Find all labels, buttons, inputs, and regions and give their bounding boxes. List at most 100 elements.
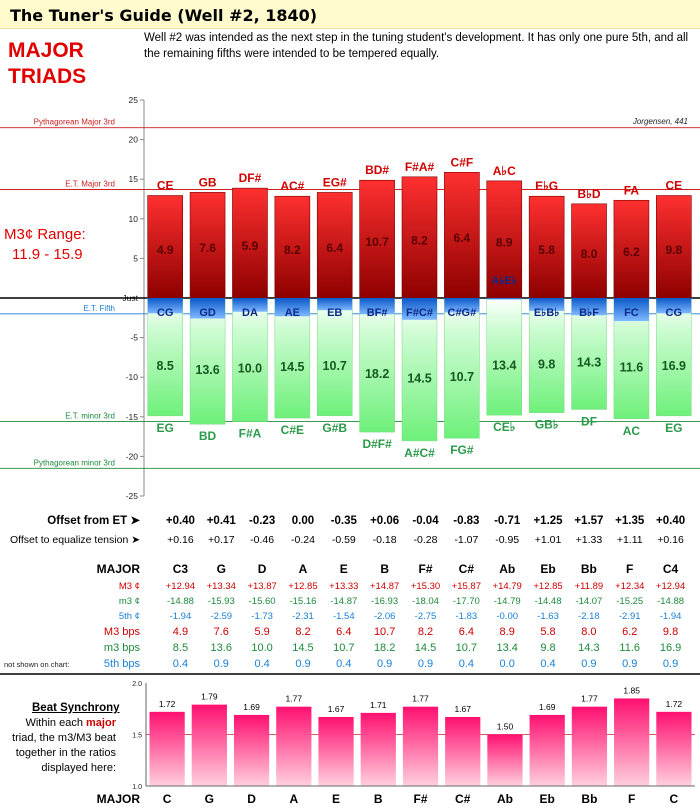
minor-bar [486, 297, 523, 416]
y-tick-label: 20 [129, 135, 139, 145]
major-bps-label: 6.4 [454, 231, 471, 245]
minor-triad-label: AC [623, 424, 641, 438]
minor-bps-label: 16.9 [662, 359, 686, 373]
table-cell: +12.94 [656, 581, 685, 592]
table-cell: +15.30 [411, 581, 440, 592]
table-cell: -15.93 [208, 596, 235, 607]
sync-category-label: C [163, 792, 172, 806]
sync-bar-value: 1.77 [581, 694, 598, 704]
fifth-bar [444, 298, 480, 313]
table-cell: Ab [499, 562, 515, 576]
table-cell: 5.8 [540, 626, 555, 638]
y-tick-label: -5 [130, 333, 138, 343]
sync-category-label: Eb [540, 792, 555, 806]
sync-bar-value: 1.67 [454, 704, 471, 714]
minor-bps-label: 9.8 [538, 357, 555, 371]
y-tick-label: 15 [129, 174, 139, 184]
minor-triad-label: EG [665, 421, 682, 435]
table-cell: E [340, 562, 348, 576]
table-cell: +12.34 [615, 581, 644, 592]
table-cell: 0.9 [663, 658, 678, 670]
table-cell: -2.31 [292, 611, 314, 622]
fifth-label: A♭E♭ [491, 275, 517, 287]
table-cell: 8.2 [418, 626, 433, 638]
table-cell: +1.57 [574, 515, 603, 527]
table-cell: -0.00 [496, 611, 518, 622]
major-bar [613, 199, 650, 299]
sync-bar [233, 714, 270, 786]
table-cell: 0.4 [173, 658, 188, 670]
table-cell: 8.5 [173, 642, 188, 654]
table-cell: 0.0 [500, 658, 515, 670]
sync-bar-value: 1.77 [286, 694, 303, 704]
table-cell: 14.5 [415, 642, 436, 654]
sync-y-tick-label: 1.0 [132, 784, 142, 791]
minor-bar [189, 297, 226, 425]
table-cell: 4.9 [173, 626, 188, 638]
intro-text: Well #2 was intended as the next step in… [144, 32, 689, 60]
not-shown-note: not shown on chart: [4, 660, 69, 669]
table-cell: +13.34 [207, 581, 236, 592]
table-cell: Bb [581, 562, 597, 576]
table-cell: 8.9 [500, 626, 515, 638]
minor-bar [401, 297, 438, 442]
table-cell: -0.95 [495, 534, 519, 546]
reference-label: E.T. Major 3rd [65, 179, 115, 188]
fifth-label: EB [327, 307, 342, 319]
minor-triad-label: CE♭ [493, 420, 515, 434]
table-cell: -18.04 [412, 596, 439, 607]
sync-bar-value: 1.85 [623, 685, 640, 695]
table-cell: -0.59 [332, 534, 356, 546]
table-cell: 9.8 [540, 642, 555, 654]
sync-category-label: B [374, 792, 383, 806]
table-cell: 0.9 [418, 658, 433, 670]
sync-bar [571, 706, 608, 786]
fifth-bar [317, 298, 353, 311]
table-cell: +12.85 [533, 581, 562, 592]
fifth-label: FC [624, 307, 639, 319]
table-cell: -0.23 [249, 515, 275, 527]
major-triad-label: EG# [323, 175, 347, 189]
table-row-label: 5th bps [104, 658, 141, 670]
minor-triad-label: A#C# [404, 446, 435, 460]
major-bps-label: 6.4 [326, 241, 343, 255]
major-bar [401, 176, 438, 299]
table-cell: +0.41 [207, 515, 237, 527]
fifth-label: AE [285, 307, 300, 319]
fifth-label: GD [199, 307, 216, 319]
table-cell: -2.59 [210, 611, 232, 622]
major-bar [528, 195, 565, 299]
table-cell: +1.11 [617, 534, 643, 546]
sync-bar [614, 698, 650, 786]
table-cell: +12.94 [166, 581, 195, 592]
sync-bar [149, 711, 185, 786]
major-bps-label: 10.7 [365, 235, 389, 249]
major-triad-label: A♭C [493, 164, 516, 178]
table-row-label: Offset from ET ➤ [47, 515, 141, 527]
table-row-label: MAJOR [97, 562, 141, 576]
sync-bar [487, 734, 523, 786]
title-bar: The Tuner's Guide (Well #2, 1840) [0, 0, 700, 29]
table-cell: -0.04 [412, 515, 439, 527]
table-cell: -14.88 [657, 596, 684, 607]
fifth-label: BF# [367, 307, 388, 319]
beat-desc-pre: Within each [25, 717, 83, 729]
minor-bar [232, 297, 268, 422]
table-cell: 6.4 [459, 626, 474, 638]
table-cell: +0.17 [208, 534, 235, 546]
table-row-label: M3 bps [104, 626, 141, 638]
table-row-label: M3 ¢ [119, 581, 140, 592]
reference-label: E.T. Fifth [83, 304, 115, 313]
table-cell: 0.4 [336, 658, 351, 670]
table-cell: -1.54 [333, 611, 355, 622]
major-bps-label: 6.2 [623, 245, 640, 259]
table-cell: 0.4 [540, 658, 555, 670]
table-cell: +1.35 [615, 515, 645, 527]
major-bar [444, 172, 480, 299]
beat-sync-title: Beat Synchrony [32, 702, 120, 714]
table-cell: -2.75 [415, 611, 437, 622]
major-bps-label: 5.9 [242, 239, 259, 253]
table-cell: 18.2 [374, 642, 395, 654]
sync-bar [318, 716, 354, 786]
minor-triad-label: D#F# [362, 437, 392, 451]
